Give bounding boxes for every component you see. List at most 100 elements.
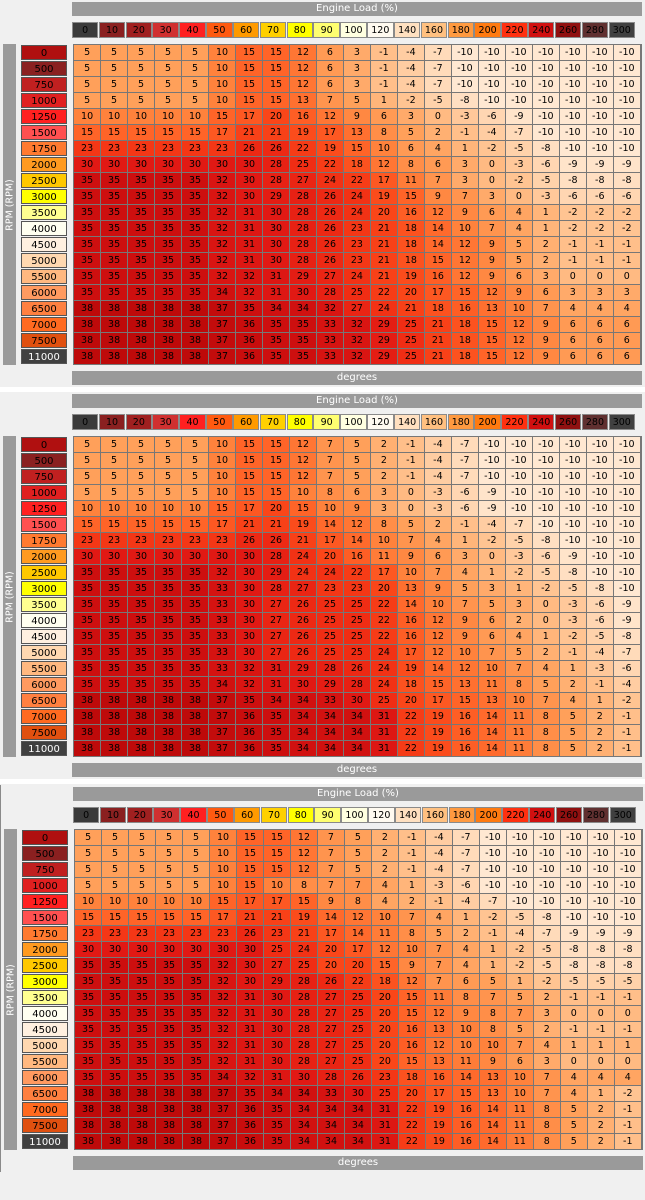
table-cell[interactable]: -10 <box>613 93 640 108</box>
table-cell[interactable]: -5 <box>560 974 587 989</box>
table-cell[interactable]: 38 <box>75 1086 102 1101</box>
table-cell[interactable]: 0 <box>560 1054 587 1069</box>
table-cell[interactable]: 10 <box>370 141 398 156</box>
table-cell[interactable]: 34 <box>262 693 290 708</box>
table-cell[interactable]: 14 <box>344 926 372 941</box>
table-cell[interactable]: 17 <box>208 517 236 532</box>
table-cell[interactable]: 5 <box>344 862 372 877</box>
table-cell[interactable]: 4 <box>505 205 532 220</box>
table-cell[interactable]: -10 <box>559 533 586 548</box>
table-cell[interactable]: 9 <box>532 349 559 364</box>
table-cell[interactable]: 2 <box>532 645 559 660</box>
table-cell[interactable]: 35 <box>182 1006 210 1021</box>
table-cell[interactable]: 35 <box>100 237 128 252</box>
table-cell[interactable]: 5 <box>182 878 210 893</box>
table-cell[interactable]: 26 <box>262 533 290 548</box>
table-cell[interactable]: 29 <box>316 677 344 692</box>
rpm-row-header[interactable]: 6000 <box>21 285 67 300</box>
table-cell[interactable]: 30 <box>100 157 128 172</box>
table-cell[interactable]: -10 <box>586 125 613 140</box>
table-cell[interactable]: 7 <box>532 301 559 316</box>
table-cell[interactable]: 5 <box>559 725 586 740</box>
table-cell[interactable]: 0 <box>397 485 424 500</box>
table-cell[interactable]: 35 <box>75 1006 102 1021</box>
table-cell[interactable]: 10 <box>208 453 236 468</box>
table-cell[interactable]: 4 <box>560 1070 587 1085</box>
table-cell[interactable]: -10 <box>559 141 586 156</box>
table-cell[interactable]: 7 <box>316 437 344 452</box>
table-cell[interactable]: 0 <box>587 1054 614 1069</box>
table-cell[interactable]: -3 <box>451 109 478 124</box>
table-cell[interactable]: 35 <box>100 285 128 300</box>
table-cell[interactable]: 23 <box>127 141 155 156</box>
table-cell[interactable]: 27 <box>317 1006 345 1021</box>
table-cell[interactable]: 20 <box>317 958 345 973</box>
table-cell[interactable]: -4 <box>506 926 533 941</box>
table-cell[interactable]: 22 <box>397 741 424 756</box>
table-cell[interactable]: 3 <box>478 189 505 204</box>
table-cell[interactable]: -1 <box>425 894 452 909</box>
table-cell[interactable]: 15 <box>127 125 155 140</box>
table-cell[interactable]: -7 <box>451 437 478 452</box>
table-cell[interactable]: 10 <box>209 878 237 893</box>
table-cell[interactable]: -10 <box>613 141 640 156</box>
table-cell[interactable]: 35 <box>181 597 209 612</box>
rpm-row-header[interactable]: 7000 <box>21 317 67 332</box>
table-cell[interactable]: 25 <box>344 1038 372 1053</box>
table-cell[interactable]: -2 <box>505 565 532 580</box>
load-column-header[interactable]: 60 <box>233 807 261 823</box>
table-cell[interactable]: -9 <box>505 109 532 124</box>
table-cell[interactable]: 6 <box>532 285 559 300</box>
table-cell[interactable]: 1 <box>587 1038 614 1053</box>
table-cell[interactable]: 5 <box>74 61 101 76</box>
table-cell[interactable]: 23 <box>75 926 102 941</box>
table-cell[interactable]: 38 <box>74 349 101 364</box>
rpm-row-header[interactable]: 750 <box>22 862 68 877</box>
table-cell[interactable]: -10 <box>532 77 559 92</box>
table-cell[interactable]: -1 <box>587 1022 614 1037</box>
load-column-header[interactable]: 220 <box>501 22 528 38</box>
table-cell[interactable]: -4 <box>478 125 505 140</box>
table-cell[interactable]: 5 <box>100 77 128 92</box>
table-cell[interactable]: 9 <box>343 109 371 124</box>
table-cell[interactable]: 38 <box>74 317 101 332</box>
table-cell[interactable]: 2 <box>424 125 451 140</box>
load-column-header[interactable]: 180 <box>448 807 475 823</box>
table-cell[interactable]: 5 <box>75 862 102 877</box>
table-cell[interactable]: 5 <box>154 453 182 468</box>
load-column-header[interactable]: 300 <box>608 22 635 38</box>
table-cell[interactable]: -8 <box>451 93 478 108</box>
table-cell[interactable]: 12 <box>289 469 317 484</box>
table-cell[interactable]: -5 <box>586 629 613 644</box>
rpm-row-header[interactable]: 1500 <box>22 910 68 925</box>
table-cell[interactable]: 18 <box>451 349 478 364</box>
table-cell[interactable]: 10 <box>208 77 236 92</box>
table-cell[interactable]: -8 <box>587 958 614 973</box>
table-cell[interactable]: -10 <box>533 894 560 909</box>
table-cell[interactable]: 21 <box>424 317 451 332</box>
table-cell[interactable]: 8 <box>532 741 559 756</box>
table-cell[interactable]: -2 <box>478 533 505 548</box>
table-cell[interactable]: 29 <box>370 349 398 364</box>
table-cell[interactable]: 6 <box>316 45 344 60</box>
table-cell[interactable]: 10 <box>263 878 291 893</box>
table-cell[interactable]: 25 <box>370 693 398 708</box>
table-cell[interactable]: 5 <box>425 926 452 941</box>
table-cell[interactable]: 15 <box>263 846 291 861</box>
table-cell[interactable]: 35 <box>182 1038 210 1053</box>
table-cell[interactable]: -10 <box>559 453 586 468</box>
table-cell[interactable]: 35 <box>128 990 156 1005</box>
table-cell[interactable]: 38 <box>74 709 101 724</box>
table-cell[interactable]: 37 <box>209 1086 237 1101</box>
table-cell[interactable]: -10 <box>505 485 532 500</box>
table-cell[interactable]: -6 <box>586 613 613 628</box>
table-cell[interactable]: -10 <box>560 878 587 893</box>
table-cell[interactable]: -8 <box>559 565 586 580</box>
table-cell[interactable]: 35 <box>101 1070 129 1085</box>
table-cell[interactable]: 16 <box>397 613 424 628</box>
table-cell[interactable]: 11 <box>505 741 532 756</box>
table-cell[interactable]: 1 <box>614 1038 641 1053</box>
table-cell[interactable]: 2 <box>559 677 586 692</box>
table-cell[interactable]: 38 <box>127 725 155 740</box>
table-cell[interactable]: 33 <box>316 693 344 708</box>
